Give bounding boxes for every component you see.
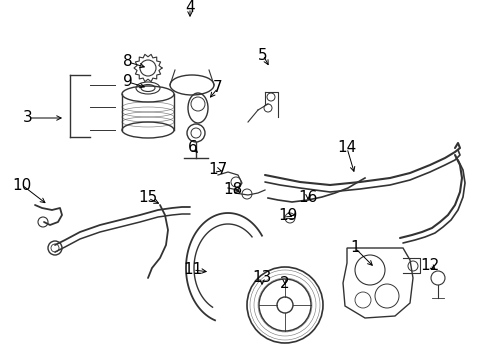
Text: 10: 10 bbox=[12, 177, 32, 193]
Text: 4: 4 bbox=[185, 0, 194, 15]
Text: 11: 11 bbox=[183, 262, 202, 278]
Text: 5: 5 bbox=[258, 48, 267, 63]
Text: 9: 9 bbox=[123, 75, 133, 90]
Text: 7: 7 bbox=[213, 81, 223, 95]
Text: 3: 3 bbox=[23, 111, 33, 126]
Text: 13: 13 bbox=[252, 270, 271, 285]
Text: 19: 19 bbox=[278, 207, 297, 222]
Text: 16: 16 bbox=[298, 190, 317, 206]
Text: 8: 8 bbox=[123, 54, 133, 69]
Text: 17: 17 bbox=[208, 162, 227, 177]
Text: 2: 2 bbox=[280, 275, 289, 291]
Text: 18: 18 bbox=[223, 183, 242, 198]
Text: 6: 6 bbox=[188, 140, 198, 156]
Text: 14: 14 bbox=[337, 140, 356, 156]
Text: 1: 1 bbox=[349, 240, 359, 256]
Text: 12: 12 bbox=[420, 257, 439, 273]
Text: 15: 15 bbox=[138, 190, 157, 206]
